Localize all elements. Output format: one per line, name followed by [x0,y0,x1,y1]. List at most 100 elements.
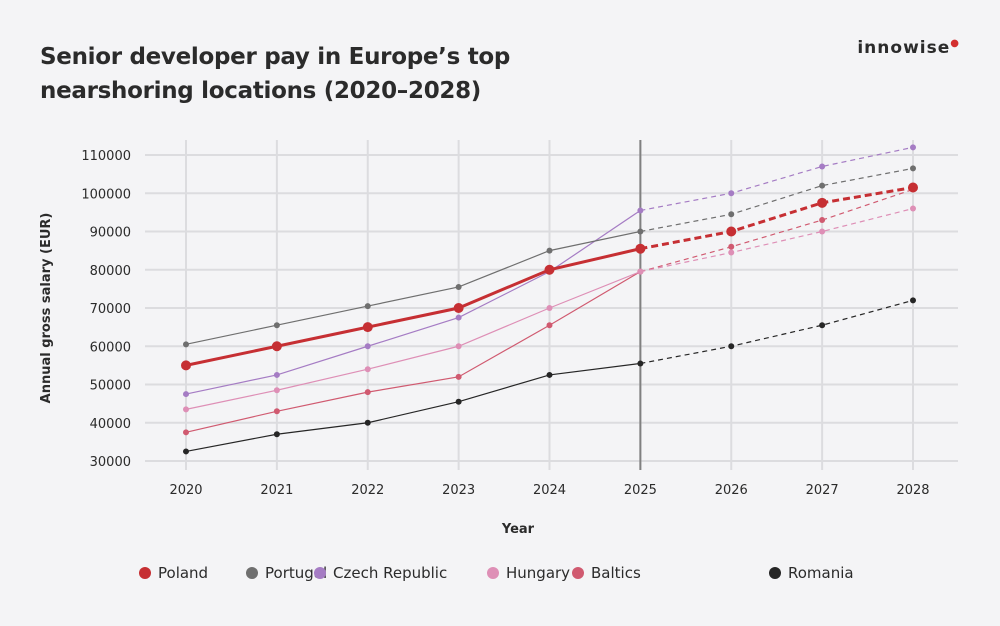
legend-label: Romania [788,564,854,582]
legend-marker-icon [769,567,781,579]
czech-republic-point [273,371,280,378]
romania-point [728,343,735,350]
hungary-point [364,366,371,373]
hungary-actual-line [185,271,641,410]
y-tick-label: 110000 [81,149,131,164]
portugal-point [819,182,826,189]
legend-marker-icon [246,567,258,579]
y-tick-label: 100000 [81,187,131,202]
brand-logo: innowise● [857,38,960,58]
baltics-forecast-line [640,188,914,273]
romania-forecast-line [640,299,914,365]
romania-point [364,419,371,426]
x-tick-label: 2022 [351,483,384,498]
hungary-point [183,406,189,413]
portugal-point [183,341,189,348]
poland-point [453,303,464,313]
romania-point [273,431,280,438]
portugal-point [364,303,371,310]
legend-marker-icon [139,567,151,579]
x-tick-label: 2025 [624,483,657,498]
legend-marker-icon [314,567,326,579]
poland-point [908,182,918,193]
poland-point [817,197,828,208]
y-axis-label: Annual gross salary (EUR) [39,213,54,404]
x-tick-label: 2023 [442,483,475,498]
legend-label: Portugal [265,564,327,582]
hungary-point [273,387,280,394]
chart-title: Senior developer pay in Europe’s top nea… [40,44,511,104]
baltics-point [546,322,553,329]
baltics-point [273,408,280,415]
portugal-actual-line [185,230,641,345]
legend-label: Czech Republic [333,564,447,582]
y-tick-label: 60000 [90,340,131,355]
y-tick-label: 90000 [90,226,131,241]
romania-point [637,360,644,367]
portugal-point [273,322,280,329]
y-tick-label: 50000 [90,379,131,394]
hungary-point [546,305,553,311]
legend-label: Hungary [506,564,570,582]
poland-point [544,264,555,275]
poland-actual-line [185,247,641,367]
czech-republic-point [455,314,462,321]
poland-forecast-line [640,186,914,251]
y-tick-label: 70000 [90,302,131,317]
hungary-point [455,343,462,350]
baltics-actual-line [185,271,641,433]
romania-point [183,448,189,455]
czech-republic-point [728,190,735,197]
hungary-point [637,268,644,275]
logo-dot-icon: ● [950,38,960,49]
portugal-point [455,283,462,290]
czech-republic-point [819,163,826,170]
baltics-point [728,243,735,250]
hungary-forecast-line [640,207,914,273]
czech-republic-point [910,144,916,151]
hungary-point [910,205,916,212]
romania-actual-line [185,362,641,453]
baltics-point [364,389,371,396]
czech-republic-point [364,343,371,350]
x-tick-label: 2026 [715,483,748,498]
poland-point [726,226,737,237]
hungary-point [728,249,735,256]
portugal-point [910,165,916,172]
poland-point [181,360,191,371]
y-tick-label: 30000 [90,455,131,470]
portugal-point [637,228,644,235]
czech-republic-point [183,391,189,398]
legend-marker-icon [487,567,499,579]
legend-label: Baltics [591,564,641,582]
romania-point [819,322,826,329]
romania-point [910,297,916,304]
czech-republic-actual-line [185,209,641,395]
poland-point [362,322,373,333]
portugal-point [728,211,735,218]
x-tick-label: 2021 [260,483,293,498]
x-tick-label: 2020 [169,483,202,498]
baltics-point [455,373,462,380]
poland-point [635,243,646,254]
legend-marker-icon [572,567,584,579]
poland-point [271,341,282,352]
romania-point [455,398,462,405]
x-tick-label: 2027 [806,483,839,498]
czech-republic-forecast-line [640,146,914,212]
hungary-point [819,228,826,235]
y-tick-label: 80000 [90,264,131,279]
baltics-point [183,429,189,436]
portugal-point [546,247,553,254]
czech-republic-point [637,207,644,214]
y-tick-label: 40000 [90,417,131,432]
legend-label: Poland [158,564,208,582]
baltics-point [819,217,826,224]
romania-point [546,371,553,378]
portugal-forecast-line [640,167,914,233]
x-axis-label: Year [501,522,535,537]
x-tick-label: 2024 [533,483,566,498]
brand-logo-text: innowise [857,38,951,58]
